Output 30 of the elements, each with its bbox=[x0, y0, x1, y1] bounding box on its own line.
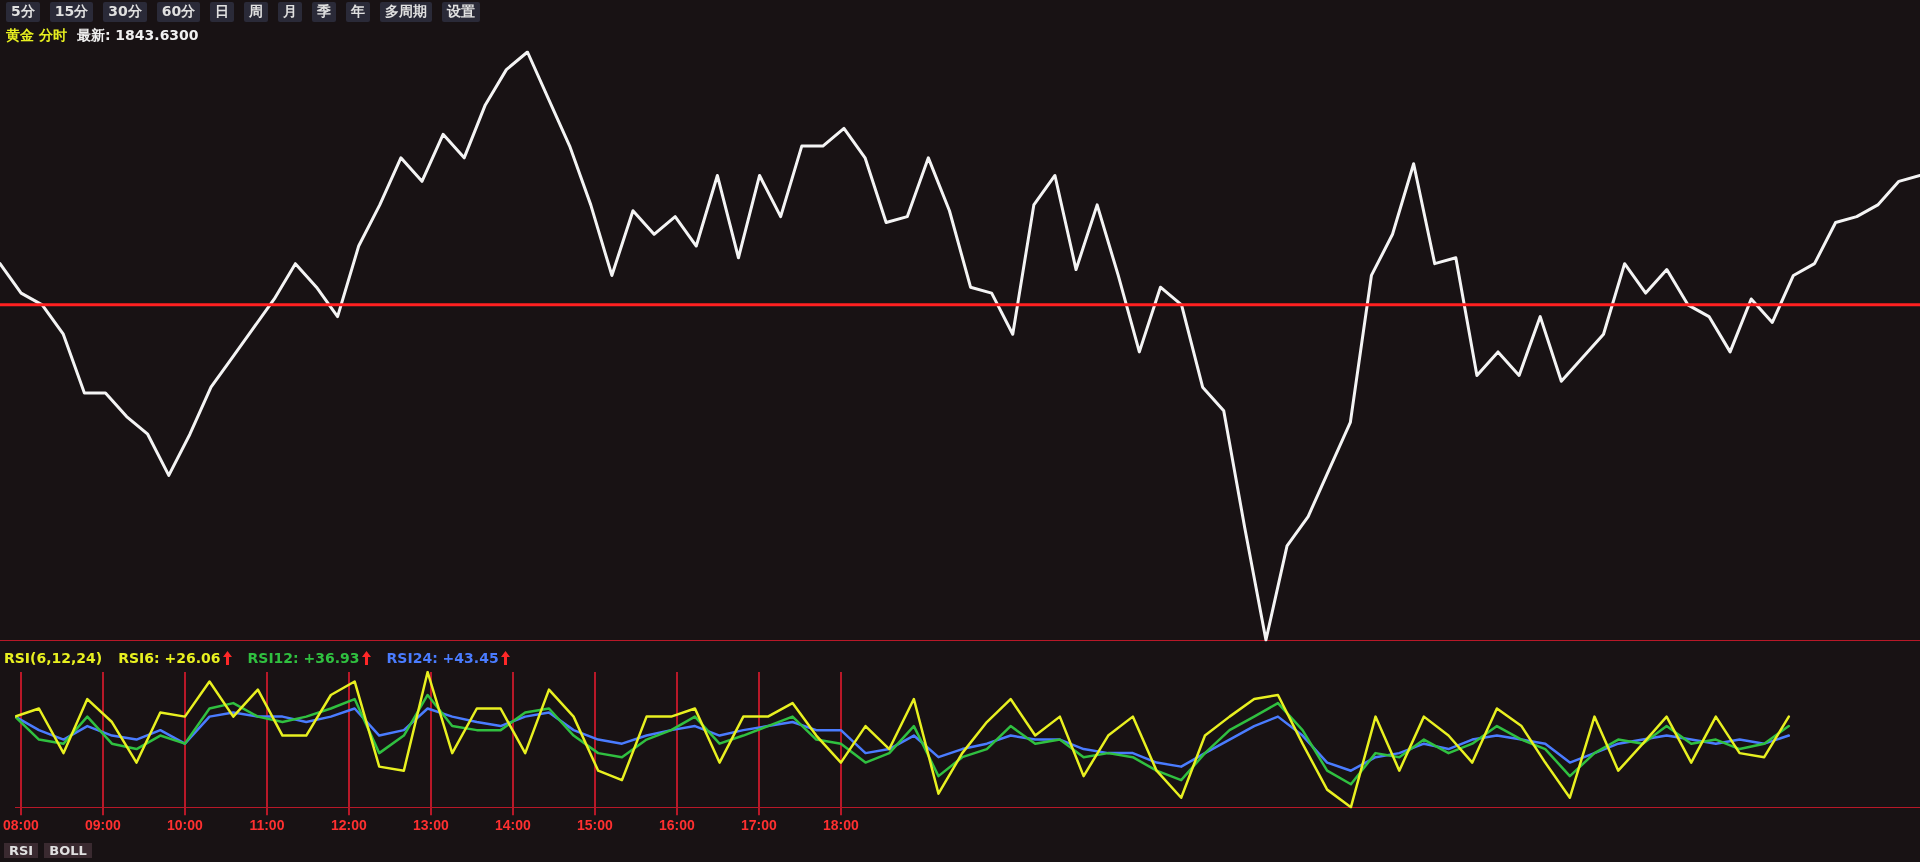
x-tick-label: 13:00 bbox=[412, 817, 450, 834]
x-tick-label: 10:00 bbox=[167, 817, 204, 834]
series-label: RSI6: +26.06 bbox=[118, 650, 221, 666]
text: 30分 bbox=[103, 2, 147, 22]
text: RSI bbox=[4, 843, 39, 858]
text: 周 bbox=[244, 2, 269, 22]
chart-subtitle: 最新: 1843.6300 bbox=[76, 27, 199, 45]
text: 设置 bbox=[442, 2, 481, 22]
text: 月 bbox=[278, 2, 303, 22]
x-tick-label: 16:00 bbox=[658, 817, 696, 834]
x-tick-label: 18:00 bbox=[822, 817, 860, 834]
text: BOLL bbox=[44, 843, 92, 858]
x-tick-label: 11:00 bbox=[249, 817, 285, 834]
text: 60分 bbox=[156, 2, 201, 22]
text: 多周期 bbox=[380, 2, 433, 22]
text: RSI24: +43.45 bbox=[386, 650, 499, 666]
x-tick-label: 14:00 bbox=[494, 817, 532, 834]
text: 季 bbox=[312, 2, 337, 22]
chart-title: 黄金 分时 bbox=[6, 27, 67, 45]
x-tick-label: 17:00 bbox=[740, 817, 778, 834]
x-tick-label: 15:00 bbox=[576, 817, 614, 834]
legend-title: RSI(6,12,24) bbox=[4, 650, 103, 666]
x-tick-label: 08:00 bbox=[3, 817, 40, 834]
text: 5分 bbox=[6, 2, 40, 22]
text: 15分 bbox=[49, 2, 94, 22]
text: 年 bbox=[346, 2, 371, 22]
text: RSI12: +36.93 bbox=[247, 650, 360, 666]
text: 日 bbox=[210, 2, 235, 22]
x-tick-label: 12:00 bbox=[330, 817, 368, 834]
x-tick-label: 09:00 bbox=[85, 817, 122, 834]
